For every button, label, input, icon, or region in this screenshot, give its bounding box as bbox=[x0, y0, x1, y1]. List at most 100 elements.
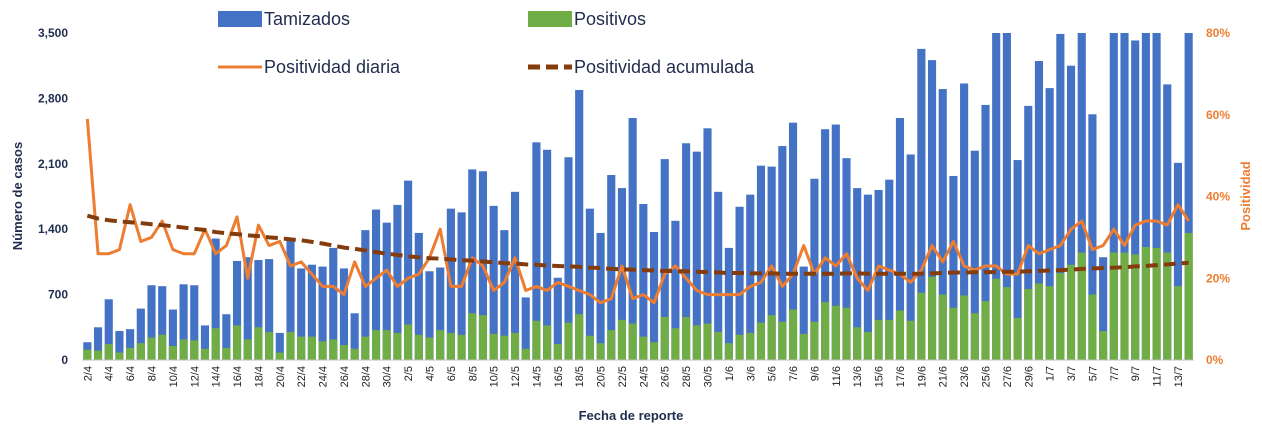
x-tick-label: 24/5 bbox=[638, 366, 650, 387]
bar bbox=[767, 315, 776, 360]
x-tick-label: 16/5 bbox=[553, 366, 565, 387]
bar bbox=[1152, 247, 1161, 360]
bar bbox=[585, 208, 594, 360]
bar bbox=[104, 344, 113, 360]
bar bbox=[211, 328, 220, 360]
bar bbox=[949, 307, 958, 360]
bar bbox=[607, 330, 616, 360]
bar bbox=[810, 321, 819, 360]
bar bbox=[981, 104, 990, 360]
legend-label: Tamizados bbox=[264, 9, 350, 29]
bar bbox=[489, 333, 498, 360]
x-tick-label: 17/6 bbox=[895, 366, 907, 387]
bar bbox=[254, 260, 263, 360]
bar bbox=[254, 327, 263, 360]
x-tick-label: 30/4 bbox=[382, 366, 394, 387]
bar bbox=[404, 324, 413, 360]
bar bbox=[682, 143, 691, 360]
x-tick-label: 16/4 bbox=[232, 366, 244, 387]
bar bbox=[211, 238, 220, 360]
bar bbox=[468, 313, 477, 360]
bar bbox=[222, 347, 231, 360]
x-tick-label: 1/6 bbox=[724, 366, 736, 381]
bar bbox=[1173, 162, 1183, 360]
bar bbox=[147, 285, 156, 360]
bar bbox=[232, 260, 242, 360]
bar bbox=[1141, 33, 1150, 360]
bar bbox=[93, 350, 103, 360]
x-tick-label: 10/4 bbox=[168, 366, 180, 387]
bar bbox=[371, 330, 381, 360]
bar bbox=[756, 322, 766, 360]
legend-label: Positividad diaria bbox=[264, 57, 401, 77]
bar bbox=[660, 317, 669, 360]
bar bbox=[649, 232, 659, 360]
bar bbox=[136, 343, 145, 360]
bar bbox=[1002, 287, 1011, 360]
x-tick-label: 12/5 bbox=[510, 366, 522, 387]
y2-tick-label: 80% bbox=[1206, 26, 1230, 40]
bar bbox=[1184, 232, 1193, 360]
bar bbox=[168, 345, 177, 360]
bar bbox=[371, 209, 381, 360]
bar bbox=[382, 222, 391, 360]
bar bbox=[906, 320, 915, 360]
x-tick-label: 22/5 bbox=[617, 366, 629, 387]
bar bbox=[307, 336, 316, 360]
bar bbox=[970, 150, 979, 360]
bar bbox=[286, 239, 295, 360]
bar bbox=[1056, 273, 1065, 360]
bar bbox=[596, 343, 605, 360]
bar bbox=[842, 307, 851, 360]
bar bbox=[1034, 61, 1044, 360]
bar bbox=[190, 340, 199, 360]
bar bbox=[168, 309, 177, 360]
x-tick-label: 4/4 bbox=[104, 366, 116, 381]
x-tick-label: 24/4 bbox=[318, 366, 330, 387]
bar bbox=[543, 325, 552, 360]
y-tick-label: 700 bbox=[48, 288, 68, 302]
bar bbox=[778, 146, 787, 360]
bar bbox=[339, 345, 349, 360]
bar bbox=[190, 285, 199, 360]
bar bbox=[853, 188, 862, 360]
x-tick-label: 2/4 bbox=[82, 366, 94, 381]
bar bbox=[799, 333, 808, 360]
bar bbox=[585, 335, 594, 360]
bar bbox=[1152, 33, 1161, 360]
bar bbox=[147, 337, 156, 360]
bar bbox=[436, 330, 445, 360]
y-tick-label: 3,500 bbox=[38, 26, 68, 40]
bar bbox=[895, 118, 905, 360]
bar bbox=[938, 89, 947, 360]
bar bbox=[83, 349, 92, 360]
legend-swatch bbox=[218, 11, 262, 27]
bar bbox=[382, 330, 391, 360]
bar bbox=[115, 331, 124, 360]
bar bbox=[1088, 294, 1097, 360]
bar bbox=[981, 301, 990, 360]
bar bbox=[778, 321, 787, 360]
bar bbox=[714, 331, 723, 360]
bar bbox=[1131, 254, 1140, 360]
y2-axis-title: Positividad bbox=[1238, 161, 1253, 230]
x-tick-label: 9/6 bbox=[809, 366, 821, 381]
x-tick-label: 5/7 bbox=[1087, 366, 1099, 381]
bar bbox=[970, 313, 979, 360]
bar bbox=[521, 348, 530, 360]
bar bbox=[393, 204, 402, 360]
bar bbox=[639, 203, 648, 360]
x-tick-label: 8/4 bbox=[147, 366, 159, 381]
y-tick-label: 2,100 bbox=[38, 157, 68, 171]
bar bbox=[596, 232, 605, 360]
x-tick-label: 2/5 bbox=[403, 366, 415, 381]
y-tick-label: 1,400 bbox=[38, 222, 68, 236]
bar bbox=[788, 122, 798, 360]
x-tick-label: 23/6 bbox=[959, 366, 971, 387]
bar bbox=[222, 314, 231, 360]
bar bbox=[297, 336, 306, 360]
bar bbox=[468, 169, 477, 360]
bar bbox=[1099, 331, 1108, 360]
bar bbox=[350, 313, 359, 360]
